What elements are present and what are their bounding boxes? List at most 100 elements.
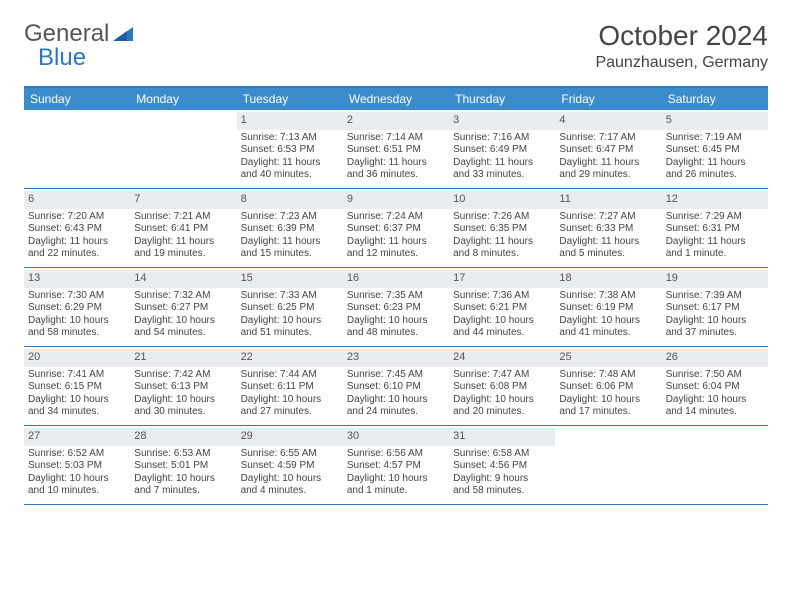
sunset-text: Sunset: 6:51 PM [347, 144, 445, 157]
day-number: 28 [130, 428, 236, 446]
sunrise-text: Sunrise: 7:24 AM [347, 211, 445, 224]
daylight-text: and 15 minutes. [241, 248, 339, 261]
sunrise-text: Sunrise: 6:52 AM [28, 448, 126, 461]
daylight-text: and 30 minutes. [134, 406, 232, 419]
sunrise-text: Sunrise: 7:20 AM [28, 211, 126, 224]
day-cell: 21Sunrise: 7:42 AMSunset: 6:13 PMDayligh… [130, 347, 236, 425]
day-number: 9 [343, 191, 449, 209]
day-number: 10 [449, 191, 555, 209]
day-cell: 10Sunrise: 7:26 AMSunset: 6:35 PMDayligh… [449, 189, 555, 267]
day-number: 22 [237, 349, 343, 367]
sunset-text: Sunset: 6:49 PM [453, 144, 551, 157]
day-number: 16 [343, 270, 449, 288]
sunset-text: Sunset: 6:25 PM [241, 302, 339, 315]
day-cell: 7Sunrise: 7:21 AMSunset: 6:41 PMDaylight… [130, 189, 236, 267]
day-number: 2 [343, 112, 449, 130]
daylight-text: and 44 minutes. [453, 327, 551, 340]
day-cell: 29Sunrise: 6:55 AMSunset: 4:59 PMDayligh… [237, 426, 343, 504]
sunrise-text: Sunrise: 7:17 AM [559, 132, 657, 145]
sunset-text: Sunset: 6:27 PM [134, 302, 232, 315]
daylight-text: Daylight: 10 hours [666, 315, 764, 328]
sunrise-text: Sunrise: 7:48 AM [559, 369, 657, 382]
daylight-text: Daylight: 10 hours [347, 394, 445, 407]
day-cell: 13Sunrise: 7:30 AMSunset: 6:29 PMDayligh… [24, 268, 130, 346]
sunrise-text: Sunrise: 7:50 AM [666, 369, 764, 382]
sunrise-text: Sunrise: 6:56 AM [347, 448, 445, 461]
daylight-text: and 17 minutes. [559, 406, 657, 419]
daylight-text: Daylight: 10 hours [28, 473, 126, 486]
daylight-text: Daylight: 10 hours [241, 473, 339, 486]
day-number: 1 [237, 112, 343, 130]
day-cell: 1Sunrise: 7:13 AMSunset: 6:53 PMDaylight… [237, 110, 343, 188]
daylight-text: and 1 minute. [347, 485, 445, 498]
sunrise-text: Sunrise: 7:39 AM [666, 290, 764, 303]
sunrise-text: Sunrise: 6:58 AM [453, 448, 551, 461]
sunset-text: Sunset: 6:13 PM [134, 381, 232, 394]
sunset-text: Sunset: 6:47 PM [559, 144, 657, 157]
day-number: 25 [555, 349, 661, 367]
week-row: 6Sunrise: 7:20 AMSunset: 6:43 PMDaylight… [24, 189, 768, 268]
day-number: 18 [555, 270, 661, 288]
daylight-text: Daylight: 10 hours [28, 394, 126, 407]
day-number: 27 [24, 428, 130, 446]
sunrise-text: Sunrise: 7:32 AM [134, 290, 232, 303]
day-number: 7 [130, 191, 236, 209]
sunrise-text: Sunrise: 7:27 AM [559, 211, 657, 224]
day-cell: 30Sunrise: 6:56 AMSunset: 4:57 PMDayligh… [343, 426, 449, 504]
empty-cell [130, 110, 236, 188]
sunset-text: Sunset: 6:37 PM [347, 223, 445, 236]
daylight-text: and 7 minutes. [134, 485, 232, 498]
sunset-text: Sunset: 6:06 PM [559, 381, 657, 394]
daylight-text: Daylight: 11 hours [559, 157, 657, 170]
sunset-text: Sunset: 6:17 PM [666, 302, 764, 315]
sunset-text: Sunset: 6:35 PM [453, 223, 551, 236]
sunset-text: Sunset: 6:08 PM [453, 381, 551, 394]
day-number: 15 [237, 270, 343, 288]
day-number: 23 [343, 349, 449, 367]
day-number: 5 [662, 112, 768, 130]
daylight-text: and 36 minutes. [347, 169, 445, 182]
day-number: 31 [449, 428, 555, 446]
daylight-text: Daylight: 10 hours [241, 315, 339, 328]
sunrise-text: Sunrise: 7:42 AM [134, 369, 232, 382]
day-cell: 11Sunrise: 7:27 AMSunset: 6:33 PMDayligh… [555, 189, 661, 267]
day-cell: 2Sunrise: 7:14 AMSunset: 6:51 PMDaylight… [343, 110, 449, 188]
title-block: October 2024 Paunzhausen, Germany [595, 20, 768, 72]
sunrise-text: Sunrise: 7:41 AM [28, 369, 126, 382]
daylight-text: and 1 minute. [666, 248, 764, 261]
dayhead-saturday: Saturday [662, 88, 768, 110]
daylight-text: Daylight: 11 hours [28, 236, 126, 249]
day-number: 4 [555, 112, 661, 130]
sunset-text: Sunset: 6:11 PM [241, 381, 339, 394]
week-row: 27Sunrise: 6:52 AMSunset: 5:03 PMDayligh… [24, 426, 768, 505]
month-title: October 2024 [595, 20, 768, 52]
daylight-text: and 29 minutes. [559, 169, 657, 182]
sunrise-text: Sunrise: 6:55 AM [241, 448, 339, 461]
dayhead-row: Sunday Monday Tuesday Wednesday Thursday… [24, 88, 768, 110]
sunrise-text: Sunrise: 7:35 AM [347, 290, 445, 303]
sunset-text: Sunset: 6:04 PM [666, 381, 764, 394]
daylight-text: and 12 minutes. [347, 248, 445, 261]
day-cell: 17Sunrise: 7:36 AMSunset: 6:21 PMDayligh… [449, 268, 555, 346]
day-cell: 20Sunrise: 7:41 AMSunset: 6:15 PMDayligh… [24, 347, 130, 425]
brand-part2: Blue [38, 44, 86, 72]
day-cell: 19Sunrise: 7:39 AMSunset: 6:17 PMDayligh… [662, 268, 768, 346]
daylight-text: and 40 minutes. [241, 169, 339, 182]
sunset-text: Sunset: 6:23 PM [347, 302, 445, 315]
daylight-text: and 33 minutes. [453, 169, 551, 182]
daylight-text: and 41 minutes. [559, 327, 657, 340]
daylight-text: and 8 minutes. [453, 248, 551, 261]
day-cell: 27Sunrise: 6:52 AMSunset: 5:03 PMDayligh… [24, 426, 130, 504]
day-cell: 22Sunrise: 7:44 AMSunset: 6:11 PMDayligh… [237, 347, 343, 425]
daylight-text: Daylight: 10 hours [134, 473, 232, 486]
daylight-text: Daylight: 10 hours [347, 473, 445, 486]
daylight-text: and 10 minutes. [28, 485, 126, 498]
daylight-text: Daylight: 10 hours [453, 394, 551, 407]
daylight-text: and 14 minutes. [666, 406, 764, 419]
day-number: 11 [555, 191, 661, 209]
daylight-text: Daylight: 10 hours [453, 315, 551, 328]
sunset-text: Sunset: 4:57 PM [347, 460, 445, 473]
day-cell: 31Sunrise: 6:58 AMSunset: 4:56 PMDayligh… [449, 426, 555, 504]
empty-cell [662, 426, 768, 504]
daylight-text: and 22 minutes. [28, 248, 126, 261]
